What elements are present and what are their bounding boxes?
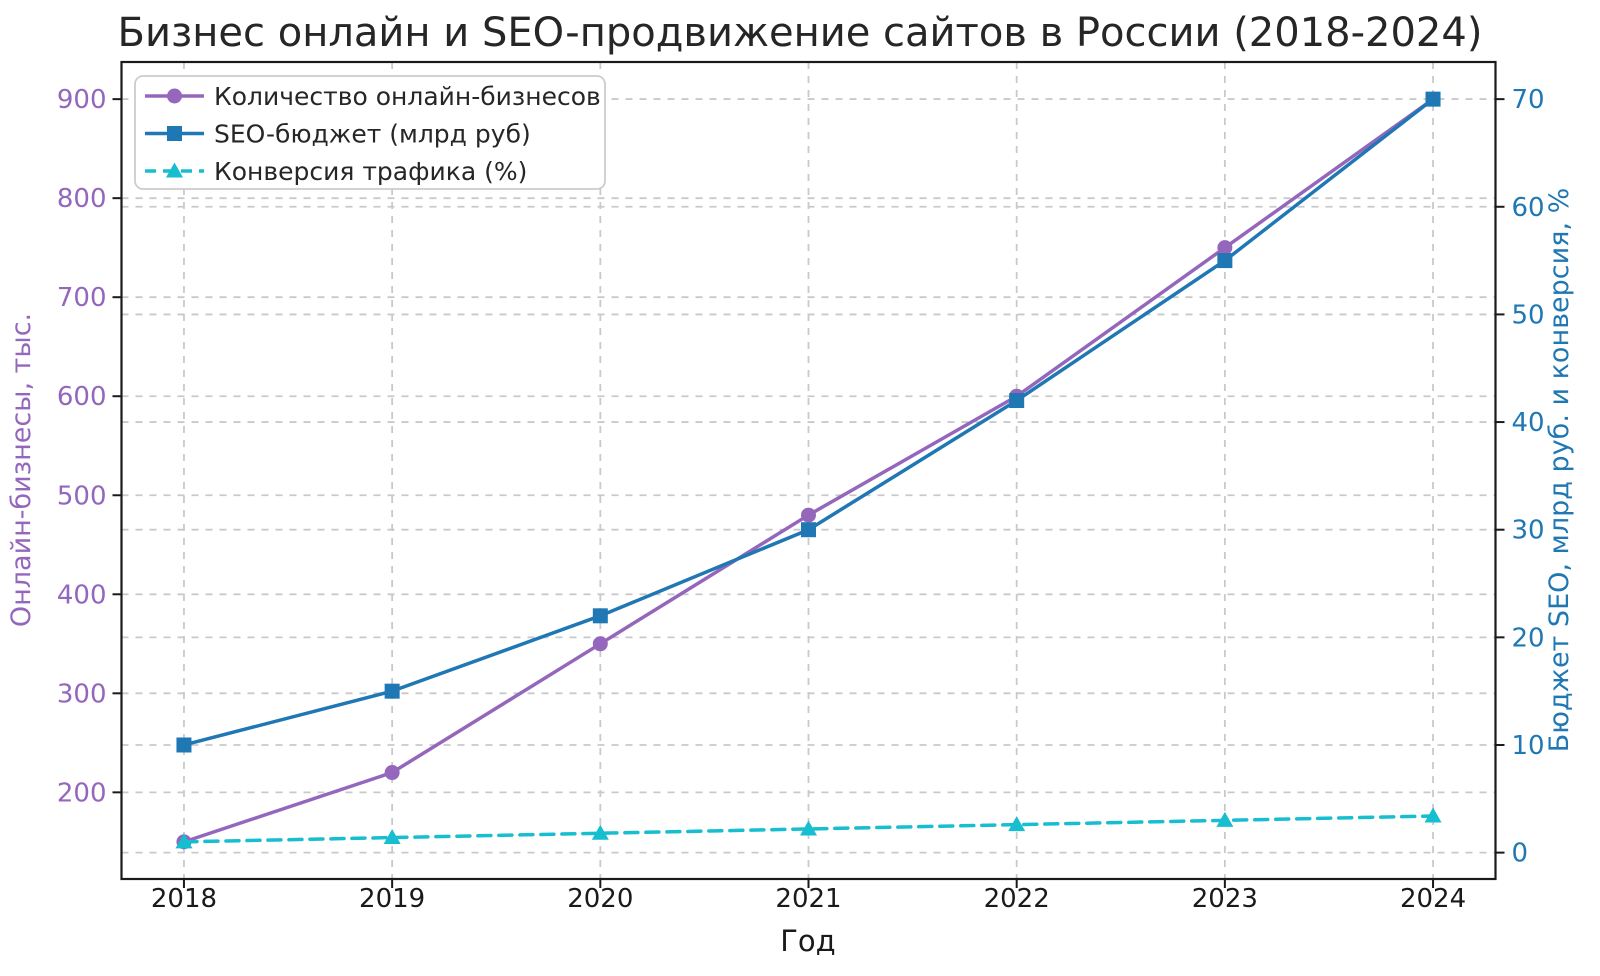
legend-item: Количество онлайн-бизнесов (145, 82, 601, 111)
data-point-marker (166, 162, 183, 178)
data-point-marker (1216, 811, 1234, 827)
legend-label: Конверсия трафика (%) (214, 157, 527, 186)
legend-item: SEO-бюджет (млрд руб) (145, 120, 531, 149)
x-tick-label: 2018 (151, 884, 217, 914)
data-point-marker (1009, 393, 1025, 409)
data-point-marker (1008, 816, 1026, 832)
left-tick-label: 200 (57, 778, 107, 808)
left-y-axis-label: Онлайн-бизнесы, тыс. (6, 313, 37, 627)
data-point-marker (800, 820, 817, 836)
data-point-marker (175, 833, 193, 849)
legend-item: Конверсия трафика (%) (145, 157, 527, 186)
data-point-marker (384, 683, 400, 699)
right-tick-label: 60 (1512, 193, 1545, 223)
right-tick-label: 20 (1512, 623, 1545, 653)
data-point-marker (1217, 240, 1233, 256)
series-triangle (175, 807, 1442, 849)
series-square (176, 91, 1441, 753)
legend-box (134, 75, 606, 190)
data-point-marker (176, 737, 192, 753)
data-point-marker (384, 765, 400, 781)
x-tick-label: 2019 (359, 884, 425, 914)
left-tick-label: 500 (57, 481, 107, 511)
x-tick-label: 2021 (775, 884, 841, 914)
data-point-marker (591, 824, 609, 840)
right-y-axis-label: Бюджет SEO, млрд руб. и конверсия, % (1544, 188, 1575, 752)
data-point-marker (592, 636, 608, 652)
left-tick-label: 700 (57, 283, 107, 313)
data-point-marker (801, 507, 816, 523)
x-tick-label: 2023 (1192, 884, 1258, 914)
x-axis-label: Год (780, 924, 835, 958)
data-point-marker (592, 608, 608, 624)
series-layer (175, 91, 1442, 850)
left-tick-label: 400 (57, 580, 107, 610)
data-point-marker (1425, 91, 1441, 107)
legend-label: Количество онлайн-бизнесов (214, 82, 601, 111)
right-tick-label: 40 (1512, 408, 1545, 438)
left-tick-label: 900 (57, 85, 107, 115)
data-point-marker (167, 88, 182, 104)
right-tick-label: 10 (1512, 731, 1545, 761)
data-point-marker (167, 126, 182, 141)
right-tick-label: 30 (1512, 516, 1545, 546)
right-tick-label: 0 (1512, 839, 1529, 869)
chart-title: Бизнес онлайн и SEO-продвижение сайтов в… (118, 10, 1483, 56)
legend: Количество онлайн-бизнесов SEO-бюджет (мл… (134, 75, 606, 190)
left-tick-label: 600 (57, 382, 107, 412)
x-tick-label: 2024 (1400, 884, 1466, 914)
data-point-marker (383, 829, 401, 845)
data-point-marker (1217, 253, 1233, 269)
data-point-marker (1424, 807, 1442, 823)
x-tick-label: 2022 (984, 884, 1050, 914)
tick-layer: 2018 2019 2020 2021 2022 2023 2024200300400500… (57, 85, 1545, 914)
right-tick-label: 70 (1512, 85, 1545, 115)
left-tick-label: 300 (57, 679, 107, 709)
legend-label: SEO-бюджет (млрд руб) (214, 120, 531, 149)
left-tick-label: 800 (57, 184, 107, 214)
right-tick-label: 50 (1512, 300, 1545, 330)
x-tick-label: 2020 (567, 884, 633, 914)
data-point-marker (801, 522, 816, 538)
